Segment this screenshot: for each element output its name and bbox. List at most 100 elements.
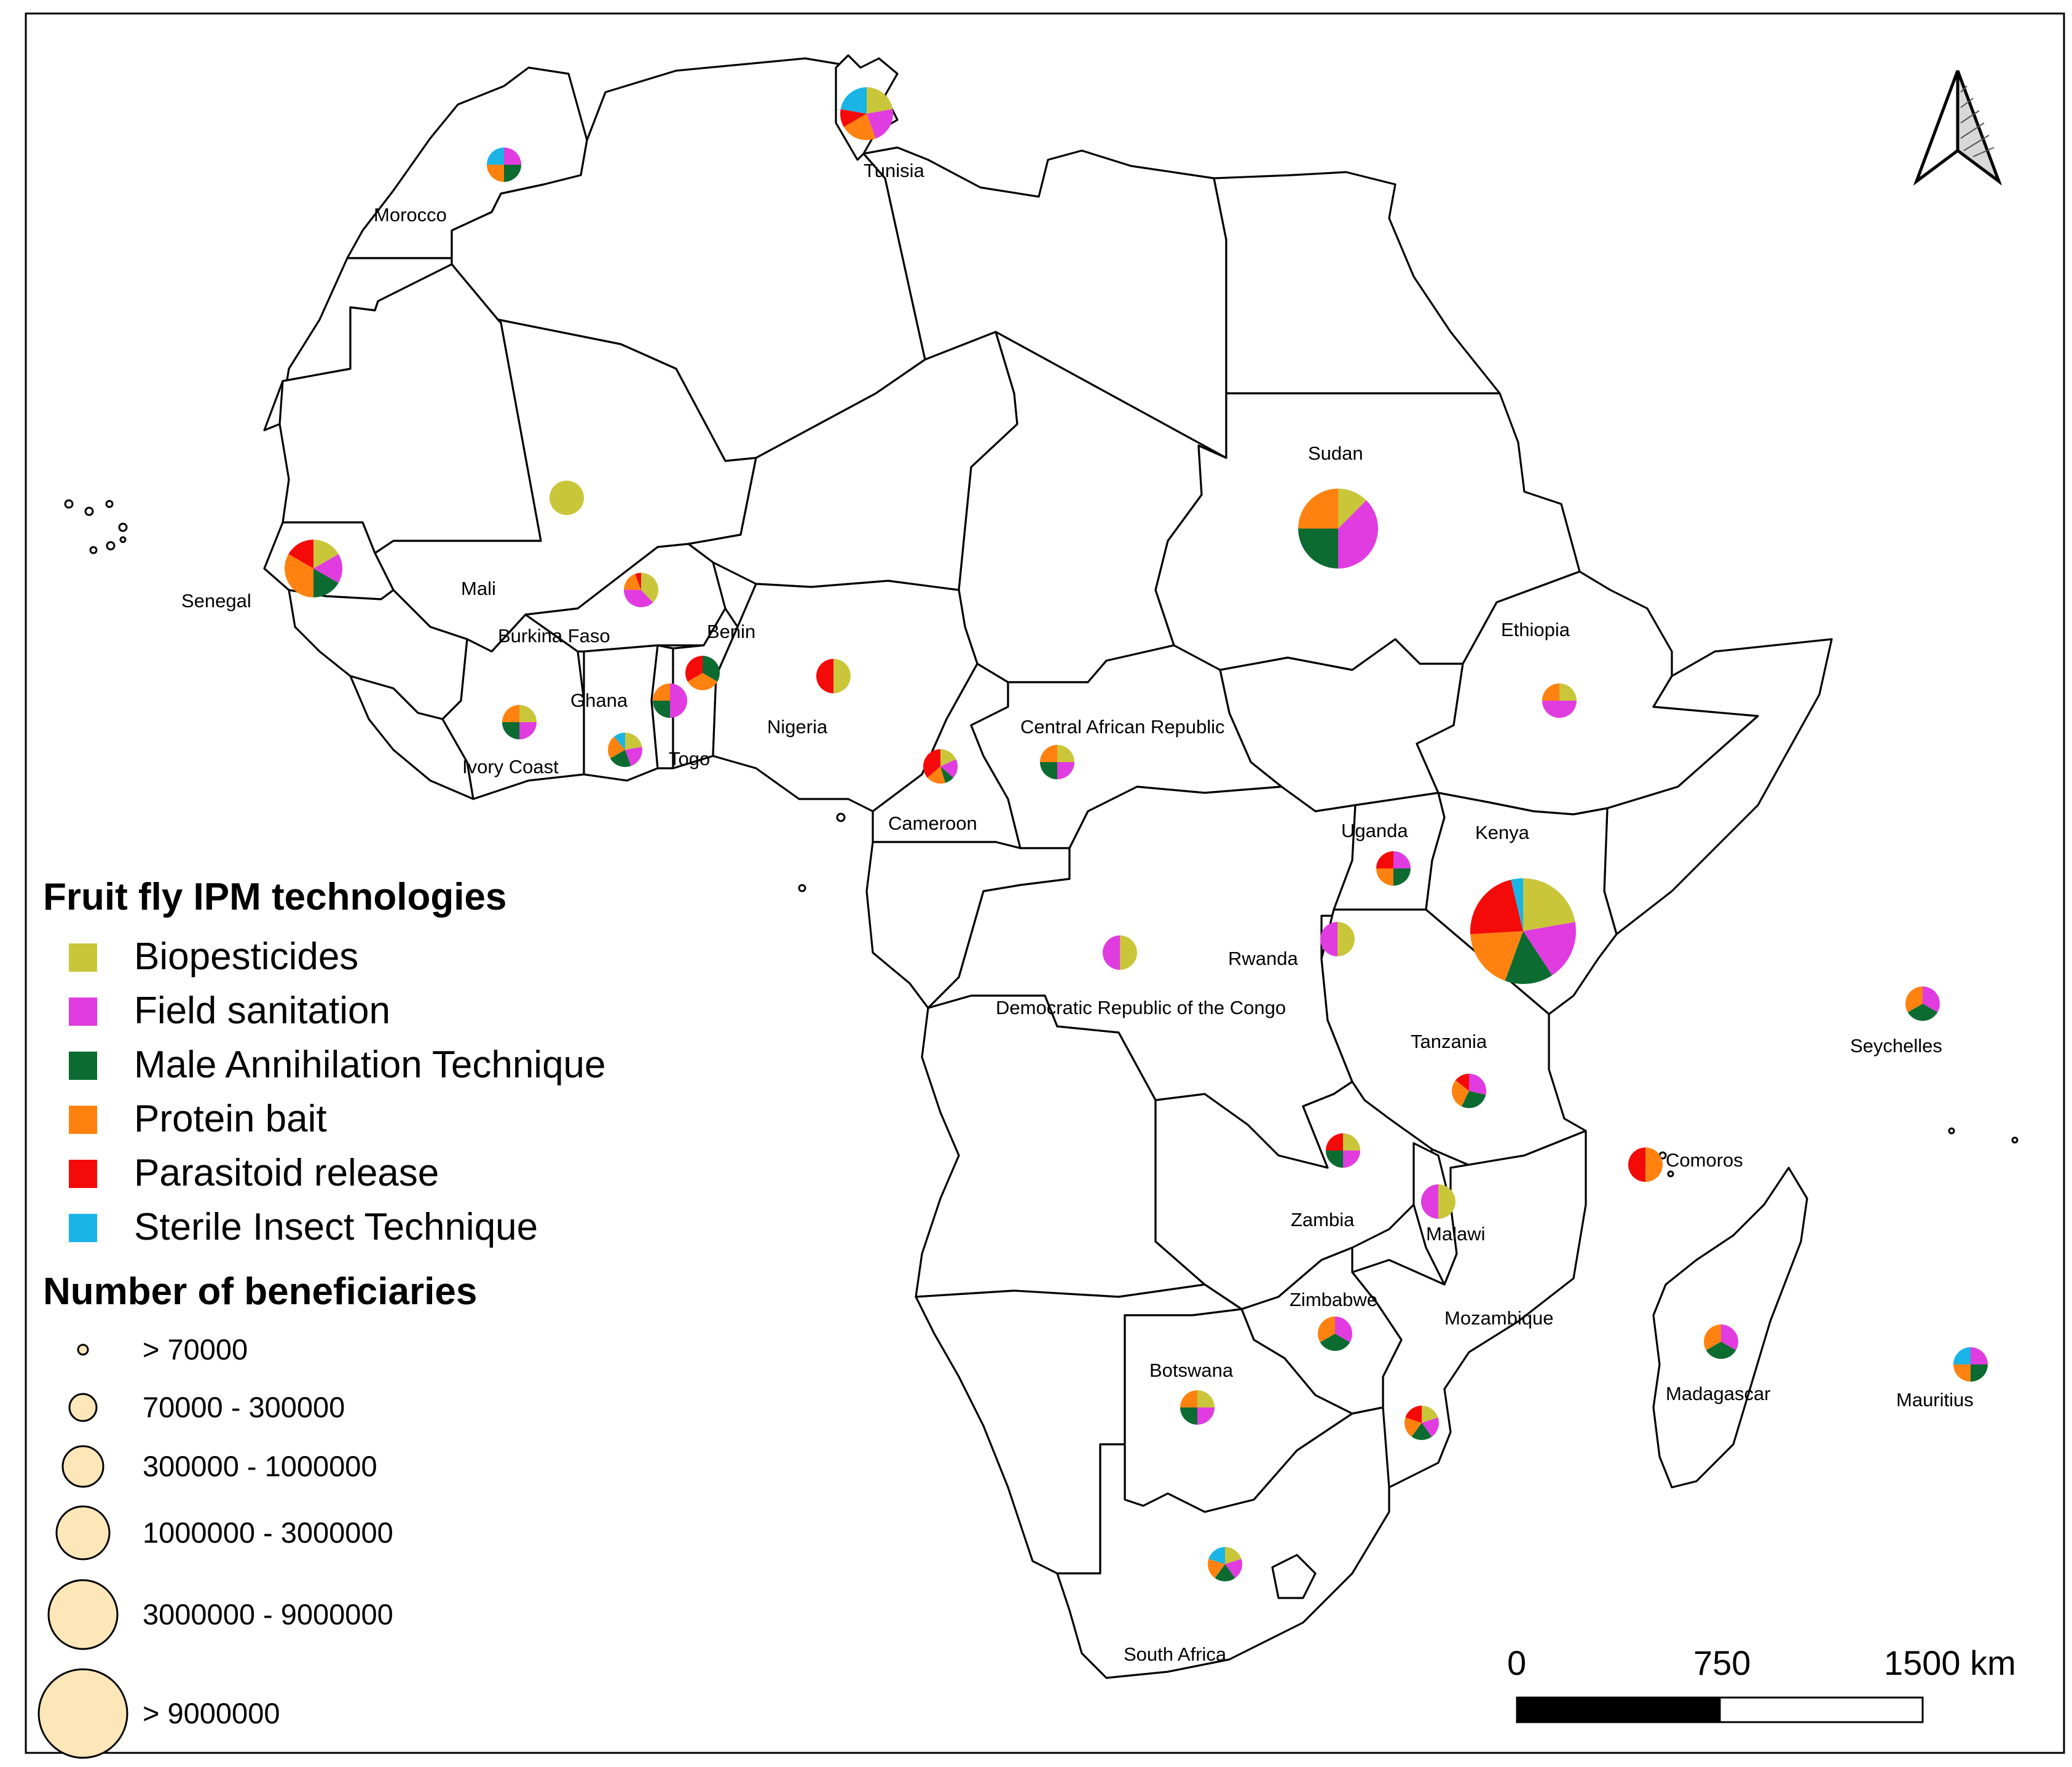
pie-ghana: [608, 733, 642, 767]
legend-swatch-bio: [69, 943, 97, 972]
svg-text:Rwanda: Rwanda: [1228, 948, 1298, 969]
pie-slice-ethiopia-bio: [1559, 683, 1577, 701]
pie-slice-ethiopia-san: [1542, 701, 1577, 718]
pie-slice-nigeria-par: [816, 659, 833, 693]
pie-slice-mozambique-san: [1422, 1417, 1440, 1437]
svg-text:Comoros: Comoros: [1666, 1149, 1743, 1171]
country-shape-egypt: [1213, 171, 1501, 395]
country-labels: Morocco Tunisia Senegal Mali Burkina Fas…: [181, 160, 1974, 1665]
pie-tunisia: [840, 87, 893, 141]
beneficiary-pies: [285, 87, 1988, 1582]
pie-comoros: [1628, 1147, 1663, 1182]
pie-nigeria: [816, 659, 851, 693]
pie-slice-seychelles-san: [1923, 986, 1940, 1012]
svg-text:Mozambique: Mozambique: [1444, 1307, 1553, 1329]
pie-slice-malawi-bio: [1438, 1184, 1456, 1219]
pie-slice-democratic-republic-of-the-congo-bio: [1120, 935, 1137, 970]
pie-slice-uganda-san: [1393, 851, 1411, 868]
islands: [64, 499, 2019, 1178]
scale-bar-white-segment: [1719, 1696, 1924, 1723]
pie-slice-mauritius-mat: [1971, 1364, 1988, 1382]
size-legend-circle-3: [61, 1445, 104, 1488]
pie-slice-tanzania-mat: [1461, 1091, 1486, 1108]
pie-morocco: [487, 148, 521, 182]
pie-slice-ghana-pro: [608, 736, 625, 758]
pie-slice-cameroon-bio: [940, 749, 956, 766]
pie-slice-zambia-mat: [1326, 1151, 1343, 1168]
pie-madagascar: [1704, 1324, 1738, 1360]
legend-swatch-par: [69, 1160, 97, 1188]
size-legend-label-1: > 70000: [143, 1333, 248, 1366]
size-legend-circle-5: [47, 1579, 119, 1650]
pie-slice-mozambique-bio: [1422, 1406, 1438, 1423]
pie-slice-mozambique-pro: [1404, 1417, 1422, 1437]
pie-slice-senegal-par: [288, 540, 313, 569]
legend-label-pro: Protein bait: [134, 1098, 327, 1140]
pie-slice-morocco-pro: [487, 165, 504, 182]
pie-slice-comoros-par: [1628, 1147, 1645, 1182]
pie-slice-ghana-mat: [610, 750, 631, 767]
pie-slice-south-africa-san: [1225, 1559, 1243, 1578]
pie-slice-kenya-bio: [1523, 878, 1575, 931]
size-legend-label-2: 70000 - 300000: [143, 1391, 345, 1423]
svg-text:Democratic Republic of the Con: Democratic Republic of the Congo: [996, 997, 1286, 1018]
svg-text:Zambia: Zambia: [1291, 1209, 1355, 1230]
pie-zimbabwe: [1318, 1316, 1352, 1352]
pie-slice-tunisia-san: [867, 109, 893, 139]
legend-label-san: Field sanitation: [134, 990, 390, 1032]
pie-tanzania: [1452, 1074, 1486, 1108]
pie-slice-madagascar-san: [1721, 1324, 1738, 1350]
svg-text:Ethiopia: Ethiopia: [1501, 619, 1570, 640]
pie-senegal: [285, 540, 342, 597]
pie-slice-tanzania-par: [1456, 1074, 1469, 1091]
pie-zambia: [1326, 1133, 1360, 1168]
pie-slice-ivory-coast-bio: [519, 705, 537, 722]
pie-slice-sudan-pro: [1298, 489, 1338, 529]
pie-slice-south-africa-pro: [1207, 1559, 1225, 1578]
pie-rwanda: [1320, 922, 1355, 956]
svg-text:Kenya: Kenya: [1475, 822, 1530, 843]
svg-text:Uganda: Uganda: [1341, 820, 1408, 841]
pie-slice-mauritius-sit: [1953, 1347, 1971, 1364]
pie-benin: [685, 656, 720, 690]
pie-slice-uganda-mat: [1393, 868, 1411, 886]
pie-slice-tunisia-pro: [843, 114, 876, 141]
pie-slice-malawi-san: [1421, 1184, 1438, 1219]
pie-slice-ghana-san: [625, 747, 642, 766]
scale-bar-black-segment: [1516, 1696, 1721, 1723]
pie-slice-burkina-faso-bio: [641, 573, 658, 603]
size-legend-label-6: > 9000000: [143, 1697, 280, 1730]
svg-text:Tanzania: Tanzania: [1411, 1031, 1487, 1052]
pie-kenya: [1470, 878, 1576, 984]
pie-slice-ethiopia-pro: [1542, 683, 1559, 701]
pie-democratic-republic-of-the-congo: [1103, 935, 1137, 970]
pie-slice-seychelles-pro: [1905, 986, 1923, 1012]
country-shape-lesotho: [1271, 1554, 1317, 1599]
pie-slice-senegal-pro: [285, 554, 313, 597]
pie-slice-botswana-mat: [1180, 1407, 1197, 1425]
svg-text:Mauritius: Mauritius: [1896, 1389, 1974, 1411]
pie-slice-ivory-coast-mat: [502, 722, 519, 739]
pie-slice-kenya-san: [1523, 922, 1576, 975]
svg-text:Cameroon: Cameroon: [888, 813, 977, 834]
pie-slice-madagascar-mat: [1706, 1342, 1736, 1360]
pie-slice-comoros-pro: [1645, 1147, 1663, 1182]
north-arrow-icon: [1913, 70, 2003, 186]
beneficiaries-legend-title: Number of beneficiaries: [43, 1270, 477, 1313]
svg-text:Burkina Faso: Burkina Faso: [498, 625, 610, 647]
pie-slice-seychelles-mat: [1907, 1004, 1938, 1021]
pie-malawi: [1421, 1184, 1456, 1219]
scale-bar: 0 750 1500 km: [1507, 1643, 2016, 1723]
pie-slice-tanzania-san: [1469, 1074, 1486, 1095]
size-legend-label-4: 1000000 - 3000000: [143, 1516, 393, 1549]
svg-text:Ivory Coast: Ivory Coast: [462, 756, 559, 777]
pie-slice-tunisia-par: [840, 109, 867, 127]
pie-ethiopia: [1542, 683, 1577, 718]
pie-slice-kenya-pro: [1470, 931, 1523, 981]
pie-slice-zambia-bio: [1343, 1133, 1360, 1151]
pie-slice-tunisia-sit: [840, 87, 867, 114]
legend-swatch-mat: [69, 1052, 97, 1080]
pie-slice-south-africa-mat: [1215, 1564, 1235, 1582]
svg-text:Malawi: Malawi: [1426, 1223, 1485, 1245]
legend-swatch-san: [69, 998, 97, 1026]
